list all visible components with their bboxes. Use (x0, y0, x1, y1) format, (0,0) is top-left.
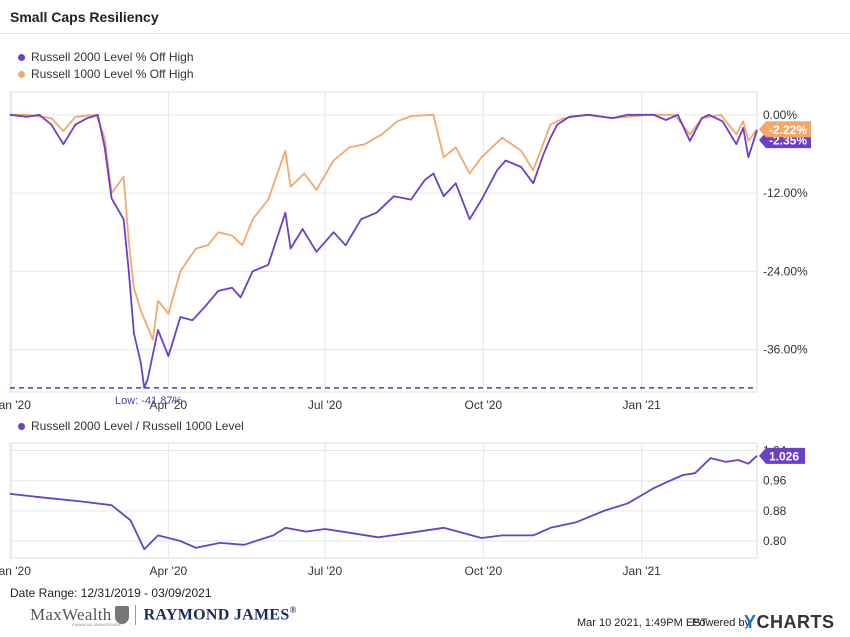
end-value-label-1: -2.22% (769, 123, 807, 137)
end-value-tag-1 (759, 121, 811, 138)
series-line-0 (9, 455, 758, 551)
title-divider (0, 33, 850, 34)
sponsor-logos: MaxWealth FINANCIAL MANAGEMENT RAYMOND J… (30, 605, 297, 627)
end-value-label-0: 1.026 (769, 449, 799, 463)
raymond-james-mark: ® (289, 605, 297, 616)
percent-off-high-chart[interactable]: Jan '20 Apr '20 Jul '20 Oct '20 Jan '21 0.00%… (0, 0, 850, 420)
maxwealth-subtitle: FINANCIAL MANAGEMENT (72, 622, 123, 627)
x-tick-label: Jan '20 (0, 398, 31, 412)
x-tick-label: Jul '20 (308, 564, 343, 578)
x-tick-label: Jul '20 (308, 398, 343, 412)
raymond-james-logo: RAYMOND JAMES® (134, 605, 297, 625)
ycharts-y: Y (744, 612, 757, 632)
x-tick-label: Oct '20 (465, 564, 503, 578)
date-range: Date Range: 12/31/2019 - 03/09/2021 (10, 586, 212, 600)
end-value-tag-0 (759, 447, 805, 464)
x-tick-label: Apr '20 (150, 398, 188, 412)
legend-dot-ratio (18, 422, 25, 430)
legend-item-r2000[interactable]: Russell 2000 Level % Off High (18, 50, 194, 64)
y-tick-label: 0.80 (763, 534, 787, 548)
plot-area (9, 442, 758, 559)
legend-label-ratio: Russell 2000 Level / Russell 1000 Level (31, 419, 244, 433)
y-tick-label: -36.00% (763, 343, 808, 357)
chart-title: Small Caps Resiliency (10, 9, 159, 25)
ycharts-logo[interactable]: YCHARTS (744, 612, 835, 633)
ycharts-name: CHARTS (756, 612, 835, 632)
plot-area (9, 91, 758, 393)
legend-label-r2000: Russell 2000 Level % Off High (31, 50, 194, 64)
powered-by: Powered by (692, 617, 751, 629)
raymond-james-name: RAYMOND JAMES (143, 606, 290, 624)
legend-dot-r2000 (18, 53, 25, 61)
low-marker-label: Low: -41.87% (115, 395, 182, 407)
x-tick-label: Jan '21 (623, 398, 662, 412)
shield-icon (114, 606, 129, 624)
y-tick-label: 0.96 (763, 474, 787, 488)
x-tick-label: Apr '20 (150, 564, 188, 578)
x-tick-label: Oct '20 (465, 398, 503, 412)
legend-dot-r1000 (18, 70, 25, 78)
y-tick-label: 0.00% (763, 108, 797, 122)
y-tick-label: 0.88 (763, 504, 787, 518)
y-tick-label: -12.00% (763, 186, 808, 200)
series-line-0 (9, 113, 758, 389)
x-tick-label: Jan '21 (623, 564, 662, 578)
series-line-1 (10, 113, 758, 341)
legend-item-ratio[interactable]: Russell 2000 Level / Russell 1000 Level (18, 419, 244, 433)
x-tick-label: Jan '20 (0, 564, 31, 578)
y-tick-label: -24.00% (763, 264, 808, 278)
maxwealth-logo: MaxWealth (30, 605, 112, 624)
timestamp: Mar 10 2021, 1:49PM EST. (577, 617, 710, 629)
legend-label-r1000: Russell 1000 Level % Off High (31, 67, 194, 81)
legend-item-r1000[interactable]: Russell 1000 Level % Off High (18, 67, 194, 81)
